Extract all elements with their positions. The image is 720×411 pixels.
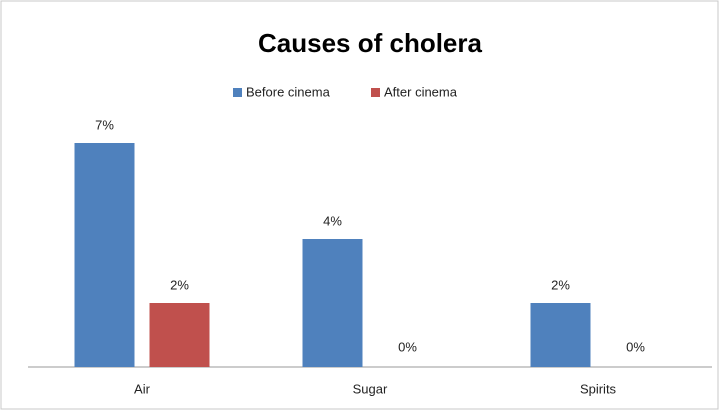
data-label: 4% (323, 213, 342, 228)
data-label: 2% (551, 277, 570, 292)
x-tick-label: Sugar (353, 381, 388, 396)
legend-label: Before cinema (246, 84, 331, 99)
bar (302, 239, 363, 367)
legend-swatch (371, 88, 380, 97)
data-label: 7% (95, 117, 114, 132)
bar (149, 303, 210, 367)
data-label: 2% (170, 277, 189, 292)
bar (74, 143, 135, 367)
x-tick-label: Air (134, 381, 151, 396)
data-label: 0% (398, 339, 417, 354)
legend-swatch (233, 88, 242, 97)
x-tick-label: Spirits (580, 381, 617, 396)
chart-title: Causes of cholera (258, 28, 483, 58)
data-label: 0% (626, 339, 645, 354)
bar (530, 303, 591, 367)
legend-label: After cinema (384, 84, 458, 99)
